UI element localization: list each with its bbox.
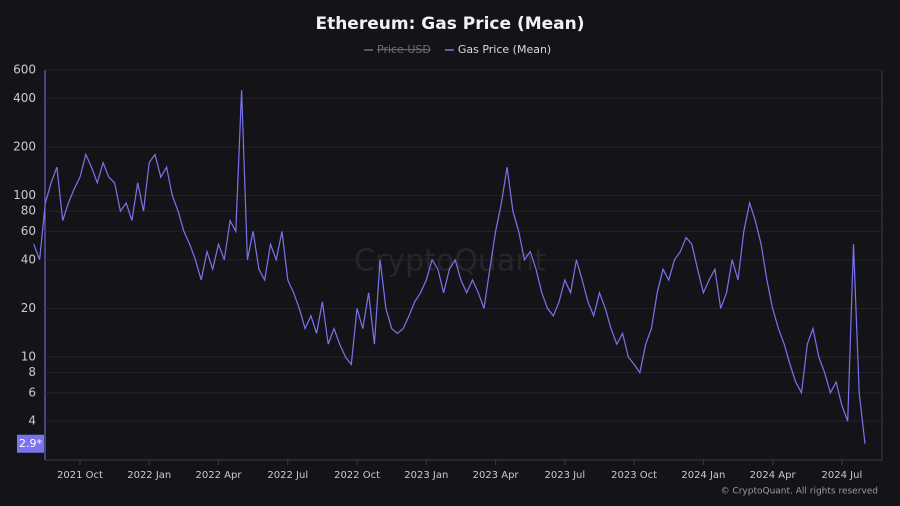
x-tick-label: 2023 Oct [611,470,657,481]
x-tick-label: 2024 Jan [681,470,725,481]
x-tick-label: 2022 Jul [267,470,308,481]
y-tick-label: 80 [21,204,36,218]
x-tick-label: 2024 Apr [750,470,797,481]
legend-item[interactable]: Gas Price (Mean) [444,43,551,56]
legend-label: Price USD [377,43,431,56]
current-value-label: 2.9* [19,437,42,450]
y-tick-label: 20 [21,301,36,315]
footer: © CryptoQuant. All rights reserved [721,487,878,497]
x-tick-label: 2023 Jul [544,470,585,481]
y-tick-label: 4 [28,414,36,428]
data-line [33,90,866,444]
x-tick-label: 2022 Apr [196,470,243,481]
y-tick-label: 60 [21,224,36,238]
y-tick-label: 40 [21,252,36,266]
x-tick-label: 2022 Oct [334,470,380,481]
x-tick-label: 2023 Jan [404,470,448,481]
current-value-box [17,434,44,453]
y-tick-label: 8 [28,365,36,379]
chart-title: Ethereum: Gas Price (Mean) [315,14,584,34]
x-tick-label: 2021 Oct [57,470,103,481]
y-tick-label: 10 [21,349,36,363]
y-tick-label: 400 [13,91,36,105]
x-tick-label: 2022 Jan [127,470,171,481]
legend-label: Gas Price (Mean) [458,43,551,56]
y-tick-label: 100 [13,188,36,202]
y-tick-label: 200 [13,140,36,154]
x-tick-label: 2023 Apr [473,470,520,481]
y-tick-label: 6 [28,385,36,399]
y-tick-label: 600 [13,63,36,77]
watermark: CryptoQuant [354,244,546,279]
x-tick-label: 2024 Jul [822,470,863,481]
legend-item[interactable]: Price USD [364,43,431,56]
